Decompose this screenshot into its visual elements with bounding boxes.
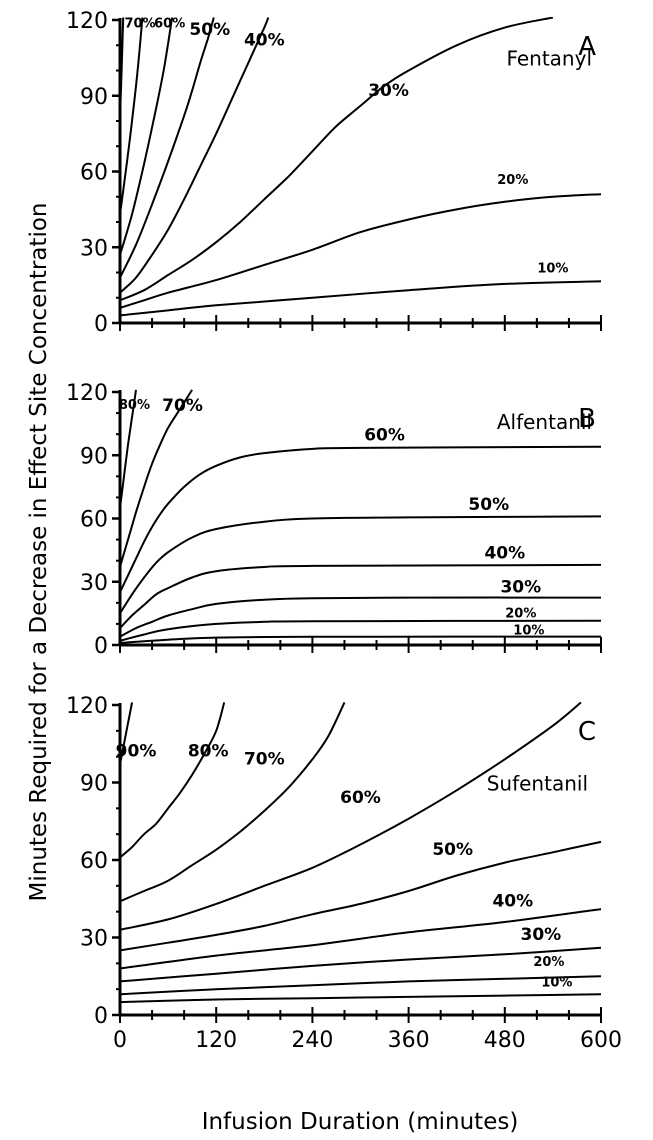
curve-label: 10%	[513, 623, 544, 638]
curve-label: 60%	[340, 788, 381, 808]
y-tick-label: 120	[66, 694, 108, 719]
curve-70pct	[120, 702, 346, 903]
curve-80pct	[120, 702, 226, 859]
y-tick-label: 60	[80, 161, 108, 186]
y-tick-label: 30	[80, 571, 108, 596]
curve-label: 50%	[189, 20, 230, 40]
curve-label: 70%	[244, 749, 285, 769]
y-tick-label: 60	[80, 508, 108, 533]
curve-label: 30%	[368, 81, 409, 101]
chart-panels: 0306090120AFentanyl10%20%30%40%50%60%70%…	[66, 9, 622, 1053]
curve-label: 10%	[541, 976, 572, 991]
curve-40pct	[120, 563, 602, 629]
panel-letter: A	[578, 32, 596, 62]
curve-label: 80%	[188, 742, 229, 762]
panel-letter: B	[578, 404, 596, 434]
y-tick-label: 0	[94, 312, 108, 337]
curve-30pct	[120, 17, 554, 302]
y-tick-label: 90	[80, 444, 108, 469]
panel-c: 0 30 60 90 120 0 120 240 360 480 600 C Sufentanil 10%…	[66, 694, 622, 1053]
curve-20pct	[120, 975, 602, 996]
curve-30pct	[120, 946, 602, 983]
curve-label: 70%	[162, 396, 203, 416]
curve-50pct	[120, 17, 215, 279]
y-tick-label: 30	[80, 236, 108, 261]
y-axis-label: Minutes Required for a Decrease in Effec…	[26, 203, 52, 902]
curve-40pct	[120, 908, 602, 970]
curve-label: 10%	[537, 262, 568, 277]
curve-60pct	[120, 17, 174, 256]
curve-70pct	[120, 389, 193, 568]
x-tick-label: 240	[291, 1028, 333, 1053]
curve-10pct	[120, 993, 602, 1004]
y-tick-label: 120	[66, 381, 108, 406]
drug-name: Fentanyl	[506, 47, 592, 71]
curve-80pct	[120, 389, 137, 509]
curve-60pct	[120, 445, 602, 593]
curve-80pct	[120, 17, 125, 116]
curve-50pct	[120, 840, 602, 952]
curve-40pct	[120, 17, 270, 294]
curve-label: 90%	[116, 742, 157, 762]
curve-label: 40%	[244, 30, 285, 50]
curve-label: 50%	[468, 495, 509, 515]
y-tick-label: 90	[80, 772, 108, 797]
curve-10pct	[120, 635, 602, 644]
y-tick-label: 0	[94, 634, 108, 659]
curve-90pct	[120, 702, 133, 765]
curve-label: 40%	[484, 544, 525, 564]
y-tick-label: 0	[94, 1004, 108, 1029]
drug-name: Alfentanil	[497, 410, 592, 434]
curve-label: 50%	[432, 840, 473, 860]
curve-10pct	[120, 280, 602, 317]
curve-label: 30%	[500, 577, 541, 597]
y-tick-label: 120	[66, 9, 108, 34]
curve-label: 30%	[521, 925, 562, 945]
x-tick-label: 480	[484, 1028, 526, 1053]
y-tick-label: 30	[80, 927, 108, 952]
curve-20pct	[120, 193, 602, 309]
curve-label: 20%	[505, 607, 536, 622]
x-axis-label: Infusion Duration (minutes)	[202, 1109, 519, 1135]
curve-20pct	[120, 619, 602, 642]
curve-label: 40%	[492, 892, 533, 912]
x-tick-label: 120	[195, 1028, 237, 1053]
curve-label: 20%	[533, 955, 564, 970]
drug-name: Sufentanil	[487, 772, 588, 796]
curve-50pct	[120, 515, 602, 614]
x-tick-label: 600	[580, 1028, 622, 1053]
y-tick-label: 60	[80, 849, 108, 874]
x-tick-label: 360	[388, 1028, 430, 1053]
curve-label: 80%	[119, 398, 150, 413]
curve-60pct	[120, 702, 582, 931]
curve-70pct	[120, 17, 144, 215]
curve-label: 60%	[154, 17, 185, 32]
curve-label: 70%	[124, 17, 155, 32]
curve-30pct	[120, 596, 602, 638]
y-tick-label: 90	[80, 85, 108, 110]
curve-label: 20%	[497, 173, 528, 188]
panel-letter: C	[578, 717, 596, 747]
x-tick-label: 0	[113, 1028, 127, 1053]
curve-label: 60%	[364, 425, 405, 445]
